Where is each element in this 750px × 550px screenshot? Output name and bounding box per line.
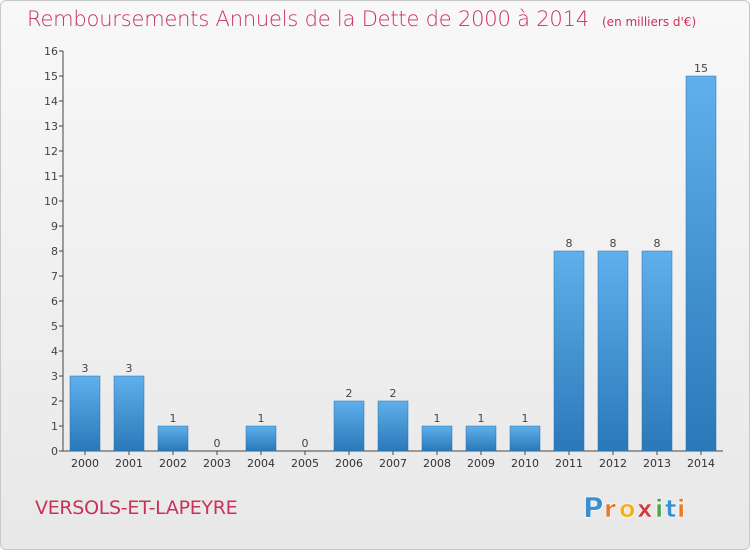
y-tick-label: 7 (51, 270, 58, 283)
y-tick-label: 15 (44, 70, 58, 83)
data-label: 1 (522, 412, 529, 425)
data-label: 0 (214, 437, 221, 450)
bar (421, 425, 453, 452)
bar (113, 375, 145, 452)
bar (245, 425, 277, 452)
data-label: 8 (610, 237, 617, 250)
data-label: 15 (694, 62, 708, 75)
x-tick-label: 2001 (115, 457, 143, 470)
logo-letter: r (604, 495, 616, 523)
x-tick-label: 2003 (203, 457, 231, 470)
x-tick-label: 2013 (643, 457, 671, 470)
y-tick-label: 6 (51, 295, 58, 308)
y-tick-label: 16 (44, 45, 58, 58)
bar (69, 375, 101, 452)
x-tick-label: 2014 (687, 457, 715, 470)
logo-letter: x (637, 495, 653, 523)
data-label: 8 (654, 237, 661, 250)
x-tick-label: 2008 (423, 457, 451, 470)
logo-letter: i (677, 495, 685, 523)
y-tick-label: 0 (51, 445, 58, 458)
bar (509, 425, 541, 452)
data-label: 1 (478, 412, 485, 425)
x-tick-label: 2005 (291, 457, 319, 470)
bar (597, 250, 629, 452)
y-tick-label: 12 (44, 145, 58, 158)
data-label: 1 (434, 412, 441, 425)
y-tick-label: 5 (51, 320, 58, 333)
y-tick-label: 3 (51, 370, 58, 383)
commune-name: VERSOLS-ET-LAPEYRE (35, 497, 238, 519)
x-tick-label: 2012 (599, 457, 627, 470)
bar (641, 250, 673, 452)
x-tick-label: 2010 (511, 457, 539, 470)
logo-letter: i (655, 495, 663, 523)
logo-letter: P (583, 491, 604, 524)
bar (157, 425, 189, 452)
data-label: 2 (346, 387, 353, 400)
y-tick-label: 10 (44, 195, 58, 208)
unit-label: (en milliers d'€) (602, 15, 697, 29)
bar (685, 75, 717, 452)
data-label: 2 (390, 387, 397, 400)
bar (333, 400, 365, 452)
bar (377, 400, 409, 452)
data-label: 1 (258, 412, 265, 425)
data-label: 8 (566, 237, 573, 250)
x-tick-label: 2002 (159, 457, 187, 470)
y-tick-label: 9 (51, 220, 58, 233)
y-tick-label: 2 (51, 395, 58, 408)
x-tick-label: 2004 (247, 457, 275, 470)
data-label: 3 (82, 362, 89, 375)
y-tick-label: 1 (51, 420, 58, 433)
x-tick-label: 2009 (467, 457, 495, 470)
data-label: 0 (302, 437, 309, 450)
title-row: Remboursements Annuels de la Dette de 20… (27, 7, 696, 31)
bar (553, 250, 585, 452)
x-tick-label: 2000 (71, 457, 99, 470)
logo-letter: o (619, 495, 636, 523)
data-label: 1 (170, 412, 177, 425)
y-tick-label: 8 (51, 245, 58, 258)
x-tick-label: 2006 (335, 457, 363, 470)
y-tick-label: 14 (44, 95, 58, 108)
y-tick-label: 11 (44, 170, 58, 183)
data-label: 3 (126, 362, 133, 375)
y-tick-label: 4 (51, 345, 58, 358)
chart-title: Remboursements Annuels de la Dette de 20… (27, 7, 589, 31)
x-tick-label: 2007 (379, 457, 407, 470)
bar (465, 425, 497, 452)
logo-letter: t (665, 495, 676, 523)
y-tick-label: 13 (44, 120, 58, 133)
x-tick-label: 2011 (555, 457, 583, 470)
